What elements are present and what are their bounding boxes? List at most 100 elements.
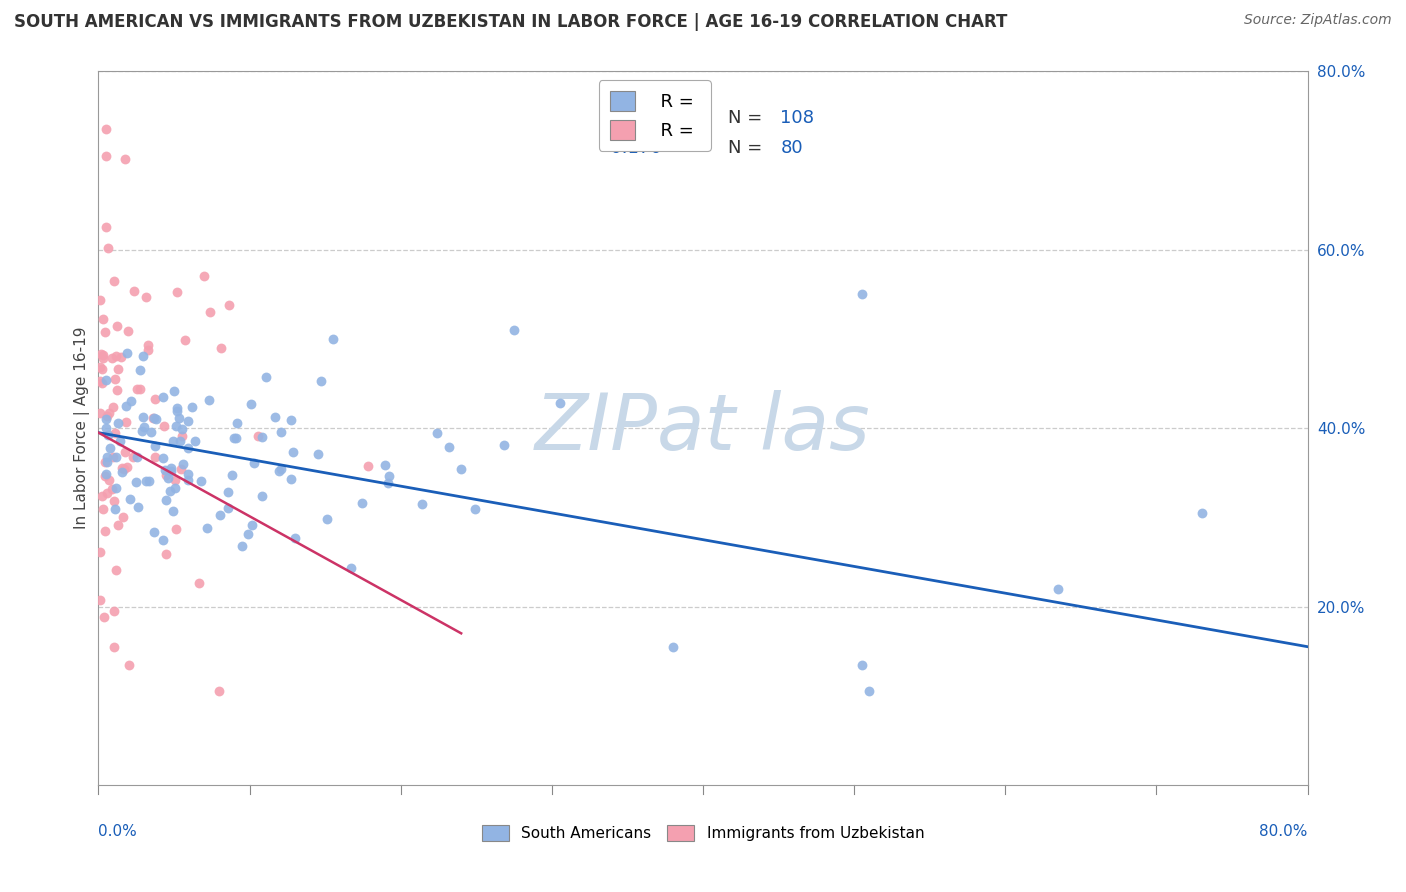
Point (91, 351, 114, 365)
Point (104, 563, 127, 577)
Point (172, 458, 194, 472)
Point (122, 285, 145, 299)
Point (89, 406, 111, 420)
Point (110, 350, 132, 364)
Point (98, 406, 121, 420)
Point (105, 481, 128, 495)
Point (132, 350, 155, 364)
Point (152, 533, 174, 547)
Point (135, 290, 157, 304)
Point (174, 333, 197, 347)
Point (89, 374, 111, 388)
Point (103, 604, 125, 618)
Point (254, 369, 277, 384)
Text: Source: ZipAtlas.com: Source: ZipAtlas.com (1244, 13, 1392, 28)
Point (104, 372, 127, 386)
Text: N =: N = (728, 139, 769, 157)
Point (172, 422, 194, 436)
Text: 80: 80 (780, 139, 803, 157)
Point (89, 593, 111, 607)
Point (152, 450, 174, 465)
Point (96, 241, 118, 255)
Point (138, 475, 160, 489)
Point (352, 496, 374, 510)
Point (103, 450, 125, 465)
Point (107, 517, 129, 532)
Point (315, 511, 337, 525)
Point (426, 425, 449, 440)
Point (166, 285, 188, 299)
Point (107, 361, 129, 376)
Point (89, 545, 111, 559)
Point (177, 414, 200, 428)
Point (103, 640, 125, 654)
Point (94, 326, 117, 340)
Point (503, 323, 526, 337)
Point (548, 396, 571, 410)
Point (177, 473, 200, 487)
Point (93, 609, 115, 624)
Point (378, 469, 401, 483)
Point (89, 359, 111, 374)
Point (96, 450, 118, 465)
Point (208, 684, 231, 698)
Point (128, 382, 150, 396)
Y-axis label: In Labor Force | Age 16-19: In Labor Force | Age 16-19 (75, 326, 90, 530)
Point (111, 465, 134, 479)
Point (181, 400, 204, 414)
Point (127, 500, 149, 514)
Point (464, 501, 486, 516)
Point (280, 412, 302, 426)
Text: -0.419: -0.419 (603, 110, 662, 128)
Point (127, 382, 149, 396)
Point (166, 403, 188, 417)
Point (165, 419, 187, 434)
Point (357, 458, 380, 473)
Point (159, 484, 181, 499)
Point (94, 122, 117, 136)
Point (284, 531, 307, 545)
Point (105, 318, 128, 333)
Text: -0.170: -0.170 (603, 139, 661, 157)
Point (105, 349, 128, 363)
Point (169, 434, 191, 448)
Point (195, 521, 218, 535)
Point (96, 455, 118, 469)
Point (224, 431, 246, 445)
Point (188, 576, 211, 591)
Point (115, 399, 138, 413)
Point (90, 346, 112, 360)
Text: 0.0%: 0.0% (98, 824, 138, 839)
Point (377, 475, 399, 490)
Point (155, 467, 177, 482)
Point (240, 397, 263, 411)
Point (160, 464, 183, 478)
Point (851, 287, 873, 301)
Point (374, 458, 396, 472)
Point (217, 485, 239, 500)
Point (136, 343, 159, 357)
Point (439, 440, 461, 454)
Point (97, 428, 120, 442)
Point (94, 455, 117, 469)
Point (858, 684, 880, 698)
Point (157, 471, 180, 485)
Point (200, 305, 222, 319)
Point (209, 341, 232, 355)
Point (104, 425, 127, 440)
Point (165, 522, 187, 536)
Point (91, 312, 114, 326)
Point (103, 494, 125, 508)
Point (243, 456, 266, 470)
Point (172, 429, 194, 443)
Point (139, 425, 162, 439)
Point (209, 508, 232, 523)
Point (322, 332, 344, 346)
Point (96, 409, 118, 424)
Point (91, 376, 114, 391)
Point (118, 657, 141, 672)
Text: 108: 108 (780, 110, 814, 128)
Point (193, 268, 215, 283)
Point (267, 464, 290, 478)
Point (163, 481, 186, 495)
